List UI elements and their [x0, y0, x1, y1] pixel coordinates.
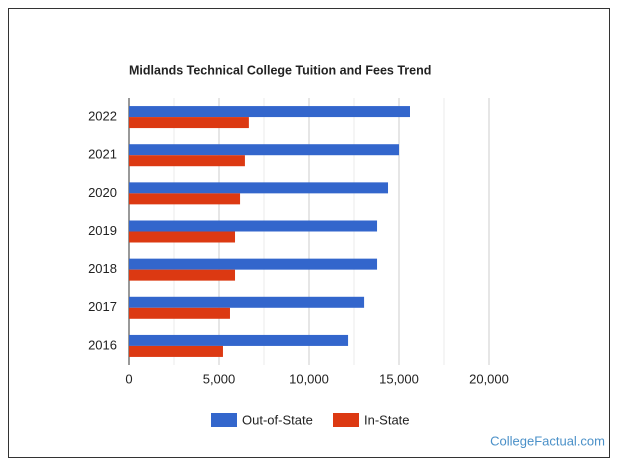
y-tick-label: 2022: [88, 109, 117, 124]
legend-swatch: [211, 413, 237, 427]
x-tick-label: 0: [125, 371, 132, 386]
bar: [129, 193, 241, 205]
bar: [129, 155, 245, 167]
y-tick-label: 2020: [88, 185, 117, 200]
x-tick-label: 15,000: [379, 371, 419, 386]
y-tick-label: 2017: [88, 299, 117, 314]
bar: [129, 144, 399, 156]
y-tick-label: 2018: [88, 261, 117, 276]
y-tick-label: 2016: [88, 337, 117, 352]
bar: [129, 345, 223, 357]
bar: [129, 258, 378, 270]
watermark[interactable]: CollegeFactual.com: [490, 433, 605, 448]
bar: [129, 106, 410, 118]
y-tick-label: 2021: [88, 147, 117, 162]
bar: [129, 269, 236, 281]
y-tick-label: 2019: [88, 223, 117, 238]
bar: [129, 231, 236, 243]
bar: [129, 220, 378, 232]
bar: [129, 117, 249, 129]
x-tick-label: 5,000: [203, 371, 236, 386]
chart-title: Midlands Technical College Tuition and F…: [129, 63, 431, 77]
bar: [129, 307, 230, 319]
x-tick-label: 10,000: [289, 371, 329, 386]
legend-label: Out-of-State: [242, 412, 313, 427]
legend-swatch: [333, 413, 359, 427]
bar: [129, 296, 365, 308]
x-tick-label: 20,000: [469, 371, 509, 386]
bar: [129, 334, 349, 346]
bar: [129, 182, 389, 194]
legend-label: In-State: [364, 412, 410, 427]
